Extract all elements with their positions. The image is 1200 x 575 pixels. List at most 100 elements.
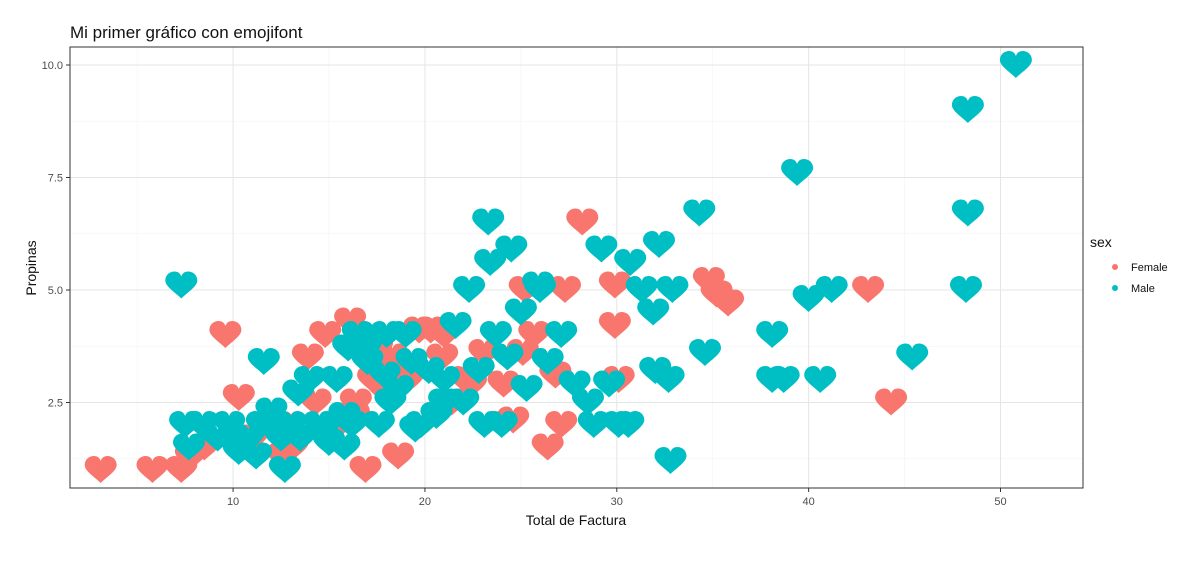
male-heart-point xyxy=(247,348,280,375)
female-heart-point xyxy=(309,321,342,348)
female-heart-point xyxy=(334,307,367,335)
female-heart-point xyxy=(136,456,169,483)
female-heart-point xyxy=(549,276,581,303)
female-heart-point xyxy=(518,321,551,348)
female-heart-point xyxy=(712,289,745,317)
male-heart-point xyxy=(439,312,472,339)
male-heart-point xyxy=(585,235,618,263)
male-heart-point xyxy=(637,298,670,326)
male-heart-point xyxy=(341,321,374,348)
legend-label-female: Female xyxy=(1131,262,1168,274)
male-heart-point xyxy=(510,375,543,402)
y-tick-label: 2.5 xyxy=(48,398,63,410)
male-heart-point xyxy=(362,411,395,438)
male-heart-point xyxy=(531,348,564,375)
y-tick-label: 5.0 xyxy=(48,285,63,297)
plot-panel xyxy=(69,46,1084,489)
male-heart-point xyxy=(173,433,205,461)
male-heart-point xyxy=(293,366,326,393)
female-heart-point xyxy=(382,442,415,470)
female-heart-point xyxy=(468,339,501,366)
male-heart-point xyxy=(186,411,219,438)
male-heart-point xyxy=(349,334,382,362)
male-heart-point xyxy=(656,276,689,303)
female-heart-point xyxy=(566,208,599,236)
male-heart-point xyxy=(950,276,982,303)
male-heart-point xyxy=(504,298,537,326)
legend-key-female xyxy=(1112,264,1118,270)
male-heart-point xyxy=(545,321,578,348)
x-tick-label: 30 xyxy=(611,496,623,508)
male-heart-point xyxy=(951,199,984,227)
male-heart-point xyxy=(524,276,556,303)
male-heart-point xyxy=(320,366,353,393)
male-heart-point xyxy=(472,208,505,236)
male-heart-point xyxy=(328,402,361,429)
male-heart-point xyxy=(399,415,432,443)
male-heart-point xyxy=(428,388,461,416)
male-heart-point xyxy=(474,249,507,276)
male-heart-point xyxy=(368,361,401,389)
female-heart-point xyxy=(291,343,324,371)
female-heart-point xyxy=(487,370,520,398)
male-heart-point xyxy=(689,339,721,366)
x-tick-label: 10 xyxy=(227,496,239,508)
male-heart-point xyxy=(654,447,687,474)
male-heart-point xyxy=(495,235,528,263)
y-tick-label: 7.5 xyxy=(48,173,63,185)
male-heart-point xyxy=(593,370,626,398)
male-heart-point xyxy=(804,366,837,393)
male-heart-point xyxy=(625,276,658,303)
male-heart-point xyxy=(428,366,461,393)
male-heart-point xyxy=(165,271,198,299)
male-heart-point xyxy=(756,321,789,348)
male-heart-point xyxy=(781,159,814,186)
male-heart-point xyxy=(395,348,428,375)
male-heart-point xyxy=(453,276,486,303)
male-heart-point xyxy=(614,249,647,276)
male-heart-point xyxy=(577,411,610,438)
male-heart-point xyxy=(307,415,340,443)
male-heart-point xyxy=(328,433,361,461)
x-tick-label: 50 xyxy=(994,496,1006,508)
female-heart-point xyxy=(875,388,908,416)
female-heart-point xyxy=(349,456,382,483)
male-heart-point xyxy=(652,366,685,393)
x-axis-title: Total de Factura xyxy=(526,512,627,528)
male-heart-point xyxy=(255,397,288,425)
female-heart-point xyxy=(222,384,255,411)
female-heart-point xyxy=(692,267,725,294)
legend: sex Female Male xyxy=(1090,234,1168,295)
male-heart-point xyxy=(999,51,1032,78)
legend-title: sex xyxy=(1090,234,1112,250)
male-heart-point xyxy=(228,429,261,456)
female-heart-point xyxy=(598,312,631,339)
male-heart-point xyxy=(815,276,848,303)
y-axis-title: Propinas xyxy=(23,240,39,295)
legend-label-male: Male xyxy=(1131,283,1155,295)
male-heart-point xyxy=(213,411,246,438)
legend-key-male xyxy=(1112,285,1118,291)
male-heart-point xyxy=(491,343,524,371)
female-heart-point xyxy=(598,271,631,299)
male-heart-point xyxy=(572,388,604,416)
male-heart-point xyxy=(274,411,307,438)
male-heart-point xyxy=(643,231,675,258)
axis-ticks: 10 20 30 40 50 2.5 5.0 7.5 10.0 xyxy=(42,60,1007,508)
male-heart-point xyxy=(951,96,984,123)
female-heart-point xyxy=(84,456,117,483)
x-tick-label: 20 xyxy=(419,496,431,508)
male-heart-point xyxy=(683,199,716,227)
male-heart-point xyxy=(612,411,645,438)
female-heart-point xyxy=(545,411,578,438)
female-heart-point xyxy=(426,343,459,371)
chart-title: Mi primer gráfico con emojifont xyxy=(70,23,303,42)
male-heart-point xyxy=(462,357,495,384)
male-heart-point xyxy=(792,285,825,312)
male-heart-point xyxy=(485,411,518,438)
male-heart-point xyxy=(268,456,301,483)
female-heart-point xyxy=(339,388,372,416)
male-heart-point xyxy=(389,321,422,348)
male-heart-point xyxy=(265,424,297,452)
